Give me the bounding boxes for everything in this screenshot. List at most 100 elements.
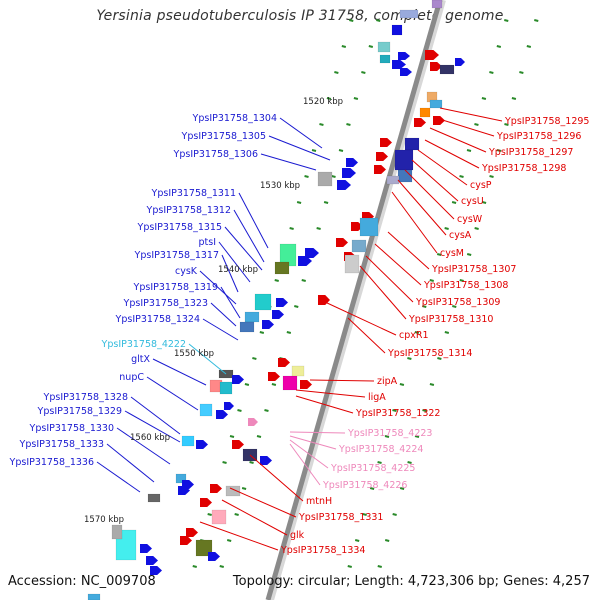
tick-mark	[481, 97, 487, 100]
gene-block	[291, 365, 305, 377]
leader-line	[391, 191, 438, 254]
tick-mark	[422, 409, 427, 412]
gene-arrow	[300, 380, 312, 389]
tick-mark	[459, 279, 464, 282]
leader-line	[417, 149, 468, 186]
leader-line	[224, 226, 263, 271]
gene-label-right: YpsIP31758_1309	[415, 297, 500, 308]
gene-arrow	[272, 310, 284, 319]
gene-block	[274, 261, 290, 275]
tick-mark	[341, 45, 347, 48]
gene-label-left: YpsIP31758_1306	[173, 149, 258, 160]
gene-arrow	[224, 402, 234, 410]
gene-label-left: YpsIP31758_1336	[9, 457, 94, 468]
tick-mark	[296, 201, 302, 204]
gene-arrow	[232, 375, 244, 384]
gene-label-right: YpsIP31758_4226	[322, 480, 407, 491]
gene-label-left: YpsIP31758_4222	[101, 339, 186, 350]
gene-arrow	[455, 58, 465, 66]
gene-label-right: cysA	[449, 230, 472, 241]
scale-label: 1520 kbp	[303, 97, 343, 107]
gene-block	[282, 375, 298, 391]
tick-mark	[319, 123, 324, 126]
gene-block	[225, 485, 241, 497]
gene-label-right: zipA	[377, 376, 398, 387]
gene-block	[211, 509, 227, 525]
gene-label-right: cysP	[470, 180, 492, 191]
tick-mark	[354, 539, 360, 542]
gene-arrow	[298, 256, 312, 266]
tick-mark	[286, 331, 292, 334]
tick-mark	[271, 383, 277, 386]
gene-block	[377, 41, 391, 53]
gene-block	[87, 593, 101, 600]
leader-line	[289, 439, 329, 469]
gene-label-left: YpsIP31758_1311	[151, 188, 236, 199]
leader-line	[130, 396, 181, 435]
tick-mark	[301, 279, 306, 282]
gene-arrow	[398, 52, 410, 60]
tick-mark	[361, 71, 366, 74]
tick-mark	[334, 71, 339, 74]
leader-line	[106, 443, 155, 483]
tick-mark	[252, 357, 257, 360]
tick-mark	[192, 565, 197, 568]
tick-mark	[526, 45, 532, 48]
tick-mark	[436, 253, 442, 256]
gene-block	[399, 9, 419, 19]
gene-block	[359, 217, 379, 237]
tick-mark	[229, 435, 235, 438]
gene-label-right: YpsIP31758_1308	[423, 280, 508, 291]
gene-arrow	[146, 556, 158, 565]
tick-mark	[326, 97, 332, 100]
gene-block	[397, 169, 413, 183]
tick-mark	[377, 461, 382, 464]
gene-arrow	[178, 486, 190, 495]
gene-label-left: cysK	[175, 266, 198, 277]
gene-arrow	[380, 138, 392, 147]
gene-block	[254, 293, 272, 311]
leader-line	[199, 270, 237, 305]
leader-line	[289, 443, 321, 486]
gene-arrow	[200, 498, 212, 507]
gene-block	[181, 435, 195, 447]
leader-line	[295, 395, 354, 414]
tick-mark	[219, 565, 224, 568]
gene-label-left: YpsIP31758_1330	[29, 423, 114, 434]
tick-mark	[399, 383, 405, 386]
leader-line	[374, 243, 422, 286]
gene-block	[429, 99, 443, 109]
tick-mark	[429, 279, 434, 282]
tick-mark	[376, 19, 381, 22]
gene-block	[244, 311, 260, 323]
gene-arrow	[248, 418, 258, 426]
leader-line	[238, 192, 269, 249]
gene-label-left: YpsIP31758_1312	[146, 205, 231, 216]
tick-mark	[323, 201, 329, 204]
tick-mark	[244, 383, 250, 386]
gene-arrow	[268, 372, 280, 381]
gene-block	[404, 137, 420, 151]
tick-mark	[207, 513, 212, 516]
gene-label-left: YpsIP31758_1333	[19, 439, 104, 450]
scale-labels: 1520 kbp 1530 kbp 1540 kbp 1550 kbp 1560 kbp…	[84, 97, 343, 525]
gene-label-right: cpxR1	[399, 330, 429, 341]
tick-mark	[407, 357, 412, 360]
tick-mark	[496, 149, 502, 152]
leader-line	[279, 117, 323, 149]
tick-mark	[349, 19, 354, 22]
gene-label-right: YpsIP31758_1331	[298, 512, 383, 523]
gene-label-right: YpsIP31758_1322	[355, 408, 440, 419]
tick-mark	[384, 539, 390, 542]
gene-block	[199, 403, 213, 417]
tick-mark	[504, 19, 509, 22]
leader-line	[199, 521, 279, 551]
gene-block	[351, 239, 367, 253]
gene-label-right: YpsIP31758_1310	[408, 314, 493, 325]
leader-line	[268, 135, 331, 161]
gene-features	[87, 0, 465, 600]
leader-line	[387, 231, 430, 270]
leader-line	[429, 127, 487, 153]
tick-mark	[256, 435, 262, 438]
leader-line	[233, 209, 265, 263]
